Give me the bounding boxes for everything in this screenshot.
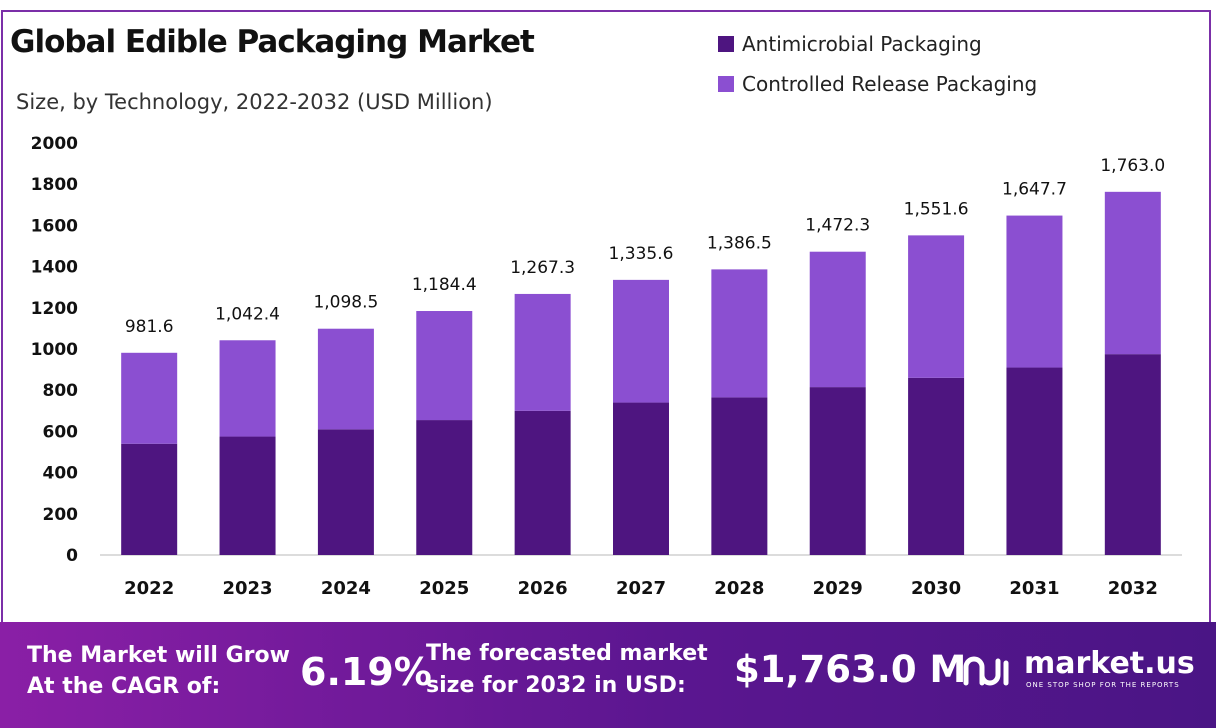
forecast-value: $1,763.0 M xyxy=(734,648,967,691)
brand-name: market.us xyxy=(1024,646,1195,681)
bar-controlled-release xyxy=(219,340,276,437)
legend-label: Controlled Release Packaging xyxy=(742,72,1038,96)
data-label: 1,551.6 xyxy=(904,199,969,219)
data-label: 1,472.3 xyxy=(805,216,870,236)
cagr-value: 6.19% xyxy=(300,650,432,694)
legend-swatch-controlled-release xyxy=(718,76,734,92)
data-label: 1,098.5 xyxy=(313,293,378,313)
bar-antimicrobial xyxy=(908,377,965,555)
legend-label: Antimicrobial Packaging xyxy=(742,32,982,56)
x-tick-label: 2024 xyxy=(321,578,371,599)
y-tick-label: 400 xyxy=(43,464,79,484)
bar-controlled-release xyxy=(514,293,571,411)
x-tick-label: 2027 xyxy=(616,578,666,599)
x-tick-label: 2026 xyxy=(518,578,568,599)
bar-controlled-release xyxy=(121,352,178,444)
bar-controlled-release xyxy=(1104,191,1161,355)
y-tick-label: 0 xyxy=(66,546,78,566)
data-label: 1,386.5 xyxy=(707,233,772,253)
bar-antimicrobial xyxy=(121,443,178,555)
brand-tagline: ONE STOP SHOP FOR THE REPORTS xyxy=(1026,681,1180,689)
y-tick-label: 1800 xyxy=(31,175,78,195)
cagr-caption-line2: At the CAGR of: xyxy=(27,674,221,699)
bar-controlled-release xyxy=(416,311,473,421)
x-tick-label: 2032 xyxy=(1108,578,1158,599)
y-axis: 0 200 400 600 800 1000 1200 1400 1600 1800 2000 xyxy=(31,134,78,566)
chart-title: Global Edible Packaging Market xyxy=(10,24,535,60)
data-labels: 981.6 1,042.4 1,098.5 1,184.4 1,267.3 1,335.6… xyxy=(125,156,1165,337)
legend-item-controlled-release: Controlled Release Packaging xyxy=(718,64,1037,104)
market-us-logo-icon xyxy=(963,656,1009,686)
x-tick-label: 2023 xyxy=(222,578,272,599)
cagr-caption-line1: The Market will Grow xyxy=(27,643,290,668)
brand-logo[interactable]: market.us ONE STOP SHOP FOR THE REPORTS xyxy=(962,646,1202,709)
data-label: 981.6 xyxy=(125,317,174,337)
y-tick-label: 1400 xyxy=(31,258,78,278)
y-tick-label: 1000 xyxy=(31,340,78,360)
bar-antimicrobial xyxy=(809,387,866,555)
bar-antimicrobial xyxy=(711,397,768,555)
bar-antimicrobial xyxy=(613,402,669,555)
y-tick-label: 1600 xyxy=(31,216,78,236)
bar-antimicrobial xyxy=(514,410,571,555)
y-tick-label: 600 xyxy=(43,422,79,442)
bar-controlled-release xyxy=(317,328,374,430)
data-label: 1,647.7 xyxy=(1002,180,1067,200)
data-label: 1,335.6 xyxy=(609,244,674,264)
bar-controlled-release xyxy=(1006,215,1063,368)
bar-controlled-release xyxy=(711,269,768,398)
data-label: 1,042.4 xyxy=(215,304,280,324)
bar-antimicrobial xyxy=(1006,367,1063,555)
data-label: 1,184.4 xyxy=(412,275,477,295)
bar-controlled-release xyxy=(809,251,866,388)
x-tick-label: 2025 xyxy=(419,578,469,599)
data-label: 1,267.3 xyxy=(510,258,575,278)
legend-swatch-antimicrobial xyxy=(718,36,734,52)
bar-antimicrobial xyxy=(317,429,374,555)
stacked-bar-chart: 0 200 400 600 800 1000 1200 1400 1600 1800 2000 20… xyxy=(31,134,1182,599)
data-label: 1,763.0 xyxy=(1100,156,1165,176)
y-tick-label: 200 xyxy=(43,505,79,525)
bar-antimicrobial xyxy=(1104,354,1161,555)
bar-antimicrobial xyxy=(416,420,473,555)
y-tick-label: 800 xyxy=(43,381,79,401)
x-tick-label: 2022 xyxy=(124,578,174,599)
bars xyxy=(121,191,1161,555)
y-tick-label: 1200 xyxy=(31,299,78,319)
x-tick-label: 2030 xyxy=(911,578,961,599)
bar-controlled-release xyxy=(908,235,965,378)
footer-banner: The Market will Grow At the CAGR of: 6.1… xyxy=(0,622,1216,728)
chart-subtitle: Size, by Technology, 2022-2032 (USD Mill… xyxy=(16,90,493,114)
x-axis: 2022 2023 2024 2025 2026 2027 2028 2029 2030 2031… xyxy=(124,578,1158,599)
x-tick-label: 2031 xyxy=(1009,578,1059,599)
legend-item-antimicrobial: Antimicrobial Packaging xyxy=(718,24,1037,64)
forecast-caption-line2: size for 2032 in USD: xyxy=(426,673,686,698)
y-tick-label: 2000 xyxy=(31,134,78,154)
bar-controlled-release xyxy=(613,279,669,403)
bar-antimicrobial xyxy=(219,436,276,555)
forecast-caption-line1: The forecasted market xyxy=(426,641,708,666)
legend: Antimicrobial Packaging Controlled Relea… xyxy=(718,24,1037,104)
x-tick-label: 2028 xyxy=(714,578,764,599)
x-tick-label: 2029 xyxy=(813,578,863,599)
